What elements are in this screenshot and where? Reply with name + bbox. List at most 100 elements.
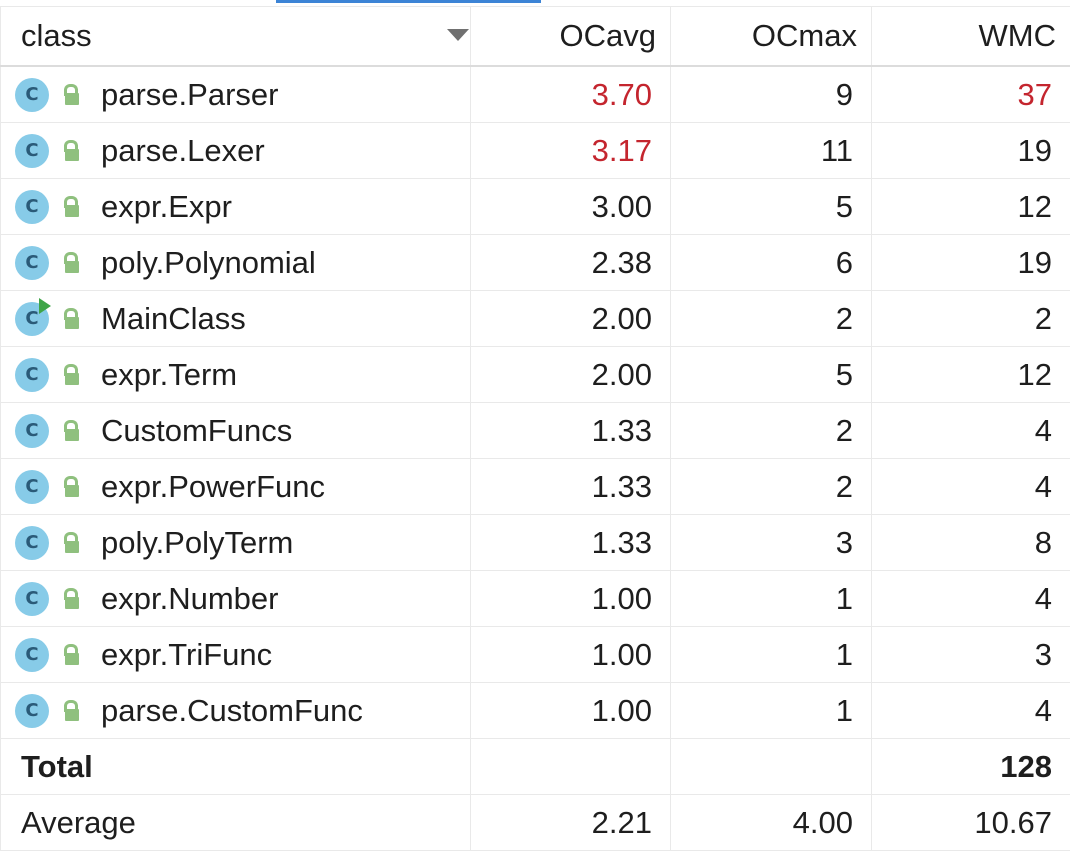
table-row[interactable]: C poly.PolyTerm 1.33 3 8 xyxy=(0,514,1070,571)
wmc-cell: 37 xyxy=(871,65,1070,123)
total-wmc-cell: 128 xyxy=(871,738,1070,795)
class-name-cell: C poly.Polynomial xyxy=(0,234,471,291)
class-name: expr.Term xyxy=(101,356,238,392)
class-icon: C xyxy=(15,525,49,560)
ocavg-cell: 1.33 xyxy=(470,514,671,571)
header-row: class OCavg OCmax WMC xyxy=(0,6,1070,67)
ocmax-cell: 1 xyxy=(670,682,872,739)
class-name: expr.Expr xyxy=(101,188,232,224)
wmc-cell: 2 xyxy=(871,290,1070,347)
ocmax-cell: 2 xyxy=(670,458,872,515)
ocavg-cell: 3.70 xyxy=(470,65,671,123)
class-name-cell: C poly.PolyTerm xyxy=(0,514,471,571)
class-name-cell: C parse.Parser xyxy=(0,65,471,123)
class-icon: C xyxy=(15,469,49,504)
lock-icon xyxy=(61,83,79,106)
lock-icon xyxy=(61,475,79,498)
table-row[interactable]: C expr.Term 2.00 5 12 xyxy=(0,346,1070,403)
ocmax-cell: 9 xyxy=(670,65,872,123)
class-name-cell: C expr.Expr xyxy=(0,178,471,235)
class-name: parse.CustomFunc xyxy=(101,692,363,728)
class-name: parse.Parser xyxy=(101,76,279,112)
total-ocmax-cell xyxy=(670,738,872,795)
table-row[interactable]: C expr.Expr 3.00 5 12 xyxy=(0,178,1070,235)
average-label: Average xyxy=(0,794,471,851)
wmc-cell: 12 xyxy=(871,346,1070,403)
lock-icon xyxy=(61,643,79,666)
ocmax-cell: 1 xyxy=(670,570,872,627)
sort-descending-icon[interactable] xyxy=(447,29,469,41)
table-row[interactable]: C parse.Parser 3.70 9 37 xyxy=(0,65,1070,123)
ocavg-cell: 2.38 xyxy=(470,234,671,291)
class-name: poly.Polynomial xyxy=(101,244,316,280)
class-name: MainClass xyxy=(101,300,246,336)
table-row[interactable]: C MainClass 2.00 2 2 xyxy=(0,290,1070,347)
total-ocavg-cell xyxy=(470,738,671,795)
table-row[interactable]: C expr.Number 1.00 1 4 xyxy=(0,570,1070,627)
ocmax-cell: 2 xyxy=(670,290,872,347)
wmc-cell: 4 xyxy=(871,570,1070,627)
class-name: expr.PowerFunc xyxy=(101,468,325,504)
ocmax-cell: 2 xyxy=(670,402,872,459)
lock-icon xyxy=(61,251,79,274)
wmc-cell: 3 xyxy=(871,626,1070,683)
class-icon: C xyxy=(15,413,49,448)
ocavg-cell: 1.00 xyxy=(470,682,671,739)
class-name: expr.Number xyxy=(101,580,279,616)
run-badge-icon xyxy=(39,297,51,314)
table-row[interactable]: C poly.Polynomial 2.38 6 19 xyxy=(0,234,1070,291)
wmc-cell: 8 xyxy=(871,514,1070,571)
ocmax-cell: 3 xyxy=(670,514,872,571)
ocavg-cell: 2.00 xyxy=(470,346,671,403)
wmc-cell: 19 xyxy=(871,234,1070,291)
column-header-ocmax[interactable]: OCmax xyxy=(670,6,872,67)
class-name-cell: C parse.Lexer xyxy=(0,122,471,179)
wmc-cell: 12 xyxy=(871,178,1070,235)
average-ocmax-cell: 4.00 xyxy=(670,794,872,851)
class-name-cell: C MainClass xyxy=(0,290,471,347)
column-header-ocavg[interactable]: OCavg xyxy=(470,6,671,67)
column-header-wmc[interactable]: WMC xyxy=(871,6,1070,67)
class-name-cell: C expr.TriFunc xyxy=(0,626,471,683)
class-name-cell: C expr.Number xyxy=(0,570,471,627)
class-icon: C xyxy=(15,693,49,728)
metrics-table: class OCavg OCmax WMC C parse.Parser 3.7… xyxy=(0,6,1070,851)
table-row[interactable]: C parse.Lexer 3.17 11 19 xyxy=(0,122,1070,179)
table-row[interactable]: C parse.CustomFunc 1.00 1 4 xyxy=(0,682,1070,739)
lock-icon xyxy=(61,531,79,554)
ocavg-cell: 1.00 xyxy=(470,570,671,627)
lock-icon xyxy=(61,587,79,610)
class-icon: C xyxy=(15,133,49,168)
class-name: expr.TriFunc xyxy=(101,636,273,672)
lock-icon xyxy=(61,419,79,442)
wmc-cell: 4 xyxy=(871,458,1070,515)
lock-icon xyxy=(61,699,79,722)
column-header-label: class xyxy=(21,18,92,53)
column-header-class[interactable]: class xyxy=(0,6,471,67)
wmc-cell: 4 xyxy=(871,402,1070,459)
ocmax-cell: 6 xyxy=(670,234,872,291)
class-icon: C xyxy=(15,77,49,112)
ocavg-cell: 1.33 xyxy=(470,458,671,515)
class-name-cell: C expr.Term xyxy=(0,346,471,403)
ocavg-cell: 3.00 xyxy=(470,178,671,235)
lock-icon xyxy=(61,363,79,386)
class-name-cell: C expr.PowerFunc xyxy=(0,458,471,515)
ocavg-cell: 1.00 xyxy=(470,626,671,683)
class-icon: C xyxy=(15,245,49,280)
wmc-cell: 4 xyxy=(871,682,1070,739)
average-wmc-cell: 10.67 xyxy=(871,794,1070,851)
ocmax-cell: 5 xyxy=(670,178,872,235)
lock-icon xyxy=(61,139,79,162)
ocmax-cell: 5 xyxy=(670,346,872,403)
class-name-cell: C parse.CustomFunc xyxy=(0,682,471,739)
ocmax-cell: 1 xyxy=(670,626,872,683)
table-row[interactable]: C expr.TriFunc 1.00 1 3 xyxy=(0,626,1070,683)
ocmax-cell: 11 xyxy=(670,122,872,179)
total-label: Total xyxy=(0,738,471,795)
class-name: poly.PolyTerm xyxy=(101,524,294,560)
ocavg-cell: 3.17 xyxy=(470,122,671,179)
table-row[interactable]: C expr.PowerFunc 1.33 2 4 xyxy=(0,458,1070,515)
class-name: CustomFuncs xyxy=(101,412,293,448)
table-row[interactable]: C CustomFuncs 1.33 2 4 xyxy=(0,402,1070,459)
